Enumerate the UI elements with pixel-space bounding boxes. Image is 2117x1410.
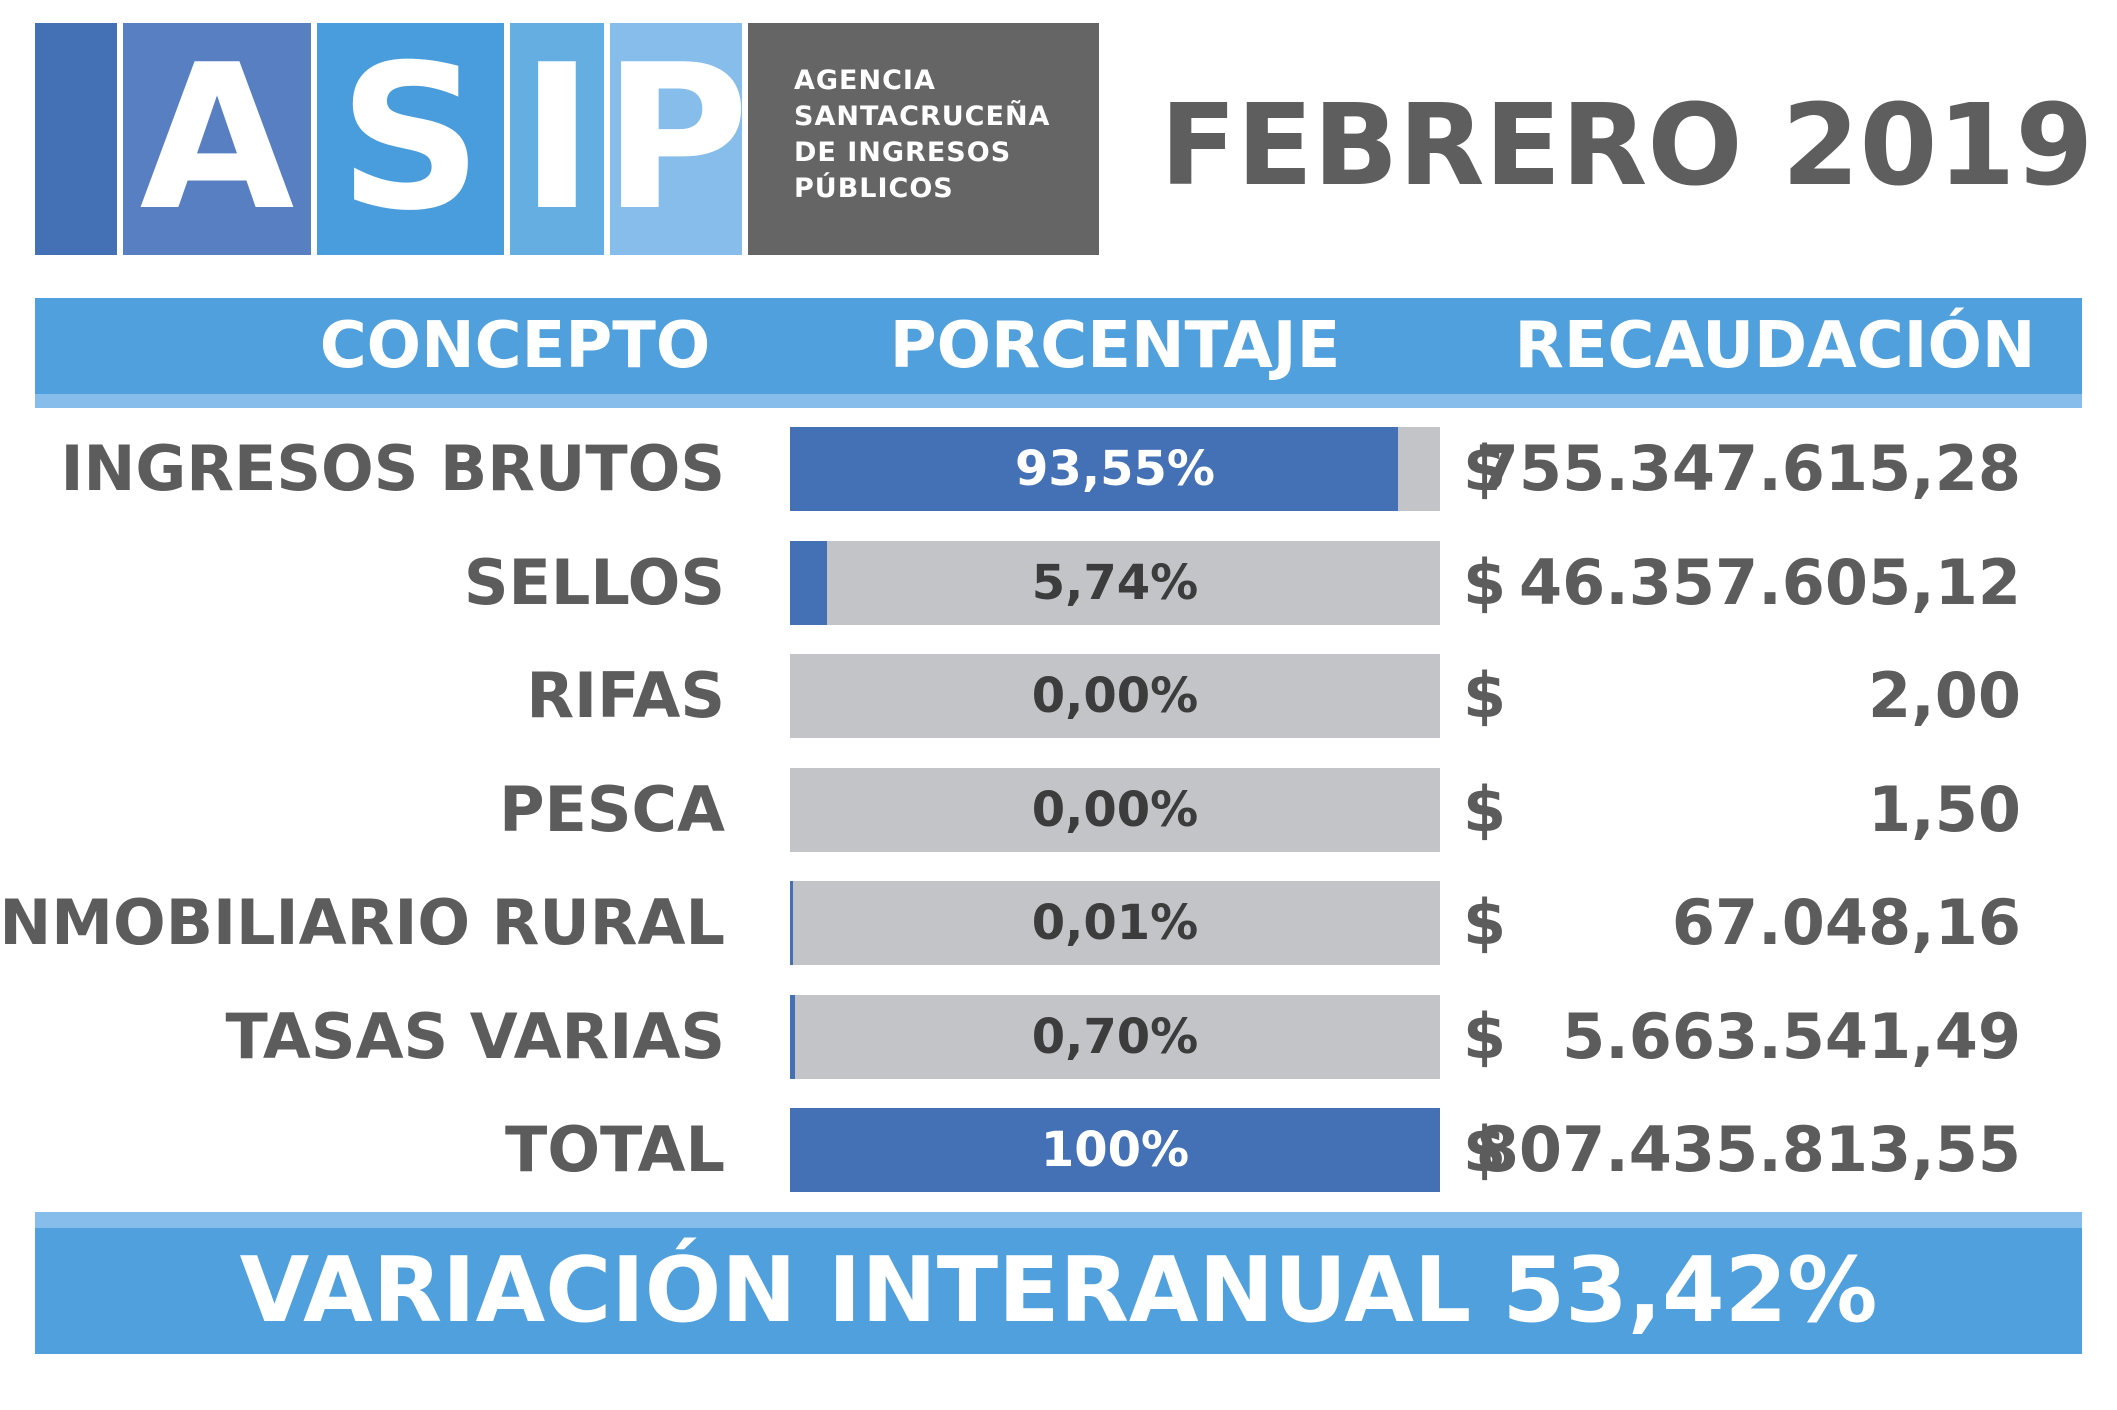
period-title: FEBRERO 2019 [1160, 81, 2094, 211]
row-bar-track: 0,70% [790, 995, 1440, 1079]
row-porcentaje: 100% [1040, 1122, 1190, 1178]
row-recaudacion: 46.357.605,12 [1518, 546, 2021, 619]
row-currency-symbol: $ [1463, 1000, 1507, 1073]
logo-letter-p: P [602, 22, 750, 255]
row-recaudacion: 807.435.813,55 [1475, 1113, 2021, 1186]
asip-logo: A S I P AGENCIA SANTACRUCEÑA DE INGRESOS… [35, 23, 1099, 255]
logo-block-3 [317, 23, 504, 255]
row-porcentaje: 0,01% [1031, 895, 1199, 951]
logo-block-5 [610, 23, 742, 255]
row-porcentaje: 5,74% [1031, 555, 1199, 611]
row-concepto: SELLOS [463, 546, 725, 619]
logo-letter-i: I [519, 22, 595, 255]
row-concepto: TASAS VARIAS [225, 1000, 725, 1073]
header-concepto: CONCEPTO [319, 309, 711, 383]
logo-letter-s: S [338, 22, 483, 255]
table-row: SELLOS 5,74% $46.357.605,12 [0, 541, 2117, 625]
row-recaudacion: 5.663.541,49 [1562, 1000, 2021, 1073]
row-bar-track: 0,00% [790, 654, 1440, 738]
row-concepto: RIFAS [526, 659, 725, 732]
row-bar-fill [790, 995, 795, 1079]
row-recaudacion: 2,00 [1868, 659, 2021, 732]
variacion-interanual: VARIACIÓN INTERANUAL 53,42% [239, 1238, 1878, 1343]
row-porcentaje: 93,55% [1015, 441, 1215, 497]
footer-band: VARIACIÓN INTERANUAL 53,42% [35, 1212, 2082, 1354]
row-porcentaje: 0,00% [1031, 782, 1199, 838]
org-line-3: DE INGRESOS [794, 137, 1012, 168]
row-recaudacion: 755.347.615,28 [1475, 432, 2021, 505]
row-bar-track: 93,55% [790, 427, 1440, 511]
table-row: PESCA 0,00% $1,50 [0, 768, 2117, 852]
row-concepto: PESCA [499, 773, 725, 846]
row-bar-track: 0,00% [790, 768, 1440, 852]
header-recaudacion: RECAUDACIÓN [1514, 309, 2036, 383]
org-line-1: AGENCIA [794, 65, 936, 96]
row-recaudacion: 67.048,16 [1671, 886, 2021, 959]
header-porcentaje: PORCENTAJE [889, 309, 1341, 383]
row-bar-track: 5,74% [790, 541, 1440, 625]
row-concepto: TOTAL [505, 1113, 725, 1186]
org-line-4: PÚBLICOS [794, 173, 954, 204]
row-currency-symbol: $ [1463, 886, 1507, 959]
row-bar-fill [790, 541, 828, 625]
row-bar-fill [790, 1108, 1440, 1192]
row-concepto: INGRESOS BRUTOS [60, 432, 725, 505]
row-currency-symbol: $ [1463, 659, 1507, 732]
row-currency-symbol: $ [1463, 773, 1507, 846]
row-currency-symbol: $ [1463, 546, 1507, 619]
row-bar-fill [790, 881, 793, 965]
row-bar-track: 100% [790, 1108, 1440, 1192]
row-currency-symbol: $ [1463, 1113, 1507, 1186]
logo-letter-a: A [139, 22, 295, 255]
row-bar-fill [790, 427, 1399, 511]
logo-block-4 [510, 23, 604, 255]
row-recaudacion: 1,50 [1868, 773, 2021, 846]
table-row: TOTAL 100% $807.435.813,55 [0, 1108, 2117, 1192]
row-porcentaje: 0,70% [1031, 1009, 1199, 1065]
row-bar-track: 0,01% [790, 881, 1440, 965]
logo-block-1 [35, 23, 117, 255]
row-concepto: INMOBILIARIO RURAL [0, 886, 725, 959]
table-row: TASAS VARIAS 0,70% $5.663.541,49 [0, 995, 2117, 1079]
logo-block-2 [123, 23, 311, 255]
table-row: INGRESOS BRUTOS 93,55% $755.347.615,28 [0, 427, 2117, 511]
table-header: CONCEPTO PORCENTAJE RECAUDACIÓN [35, 298, 2082, 408]
logo-org-name: AGENCIA SANTACRUCEÑA DE INGRESOS PÚBLICO… [748, 23, 1099, 255]
table-row: RIFAS 0,00% $2,00 [0, 654, 2117, 738]
table-row: INMOBILIARIO RURAL 0,01% $67.048,16 [0, 881, 2117, 965]
row-currency-symbol: $ [1463, 432, 1507, 505]
row-porcentaje: 0,00% [1031, 668, 1199, 724]
org-line-2: SANTACRUCEÑA [794, 101, 1051, 132]
